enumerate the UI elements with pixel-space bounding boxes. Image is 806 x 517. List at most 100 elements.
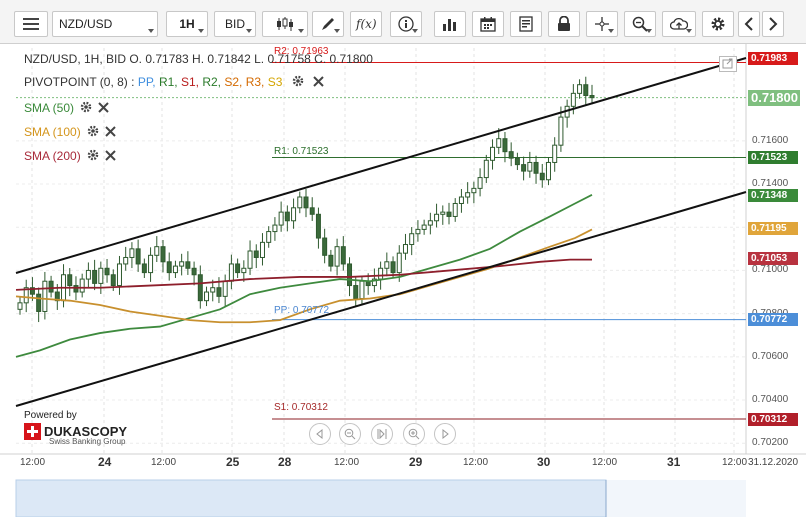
candle-body (36, 293, 42, 312)
symbol-selector[interactable]: NZD/USD (52, 11, 158, 37)
candle-body (54, 291, 60, 302)
candle-body (496, 138, 502, 148)
brand-name: DUKASCOPY (44, 424, 128, 439)
zoom-in-button[interactable] (403, 423, 425, 445)
candle-body (502, 138, 508, 153)
upload-button[interactable] (662, 11, 696, 37)
candle-body (589, 95, 595, 99)
sma-label: SMA (100) (24, 125, 81, 139)
lock-icon (558, 16, 570, 31)
lock-button[interactable] (548, 11, 580, 37)
report-icon (519, 16, 533, 32)
chevron-down-icon (686, 29, 692, 33)
timeframe-selector[interactable]: 1H (166, 11, 208, 37)
candle-body (235, 263, 241, 274)
chevron-down-icon (246, 29, 252, 33)
reset-zoom-button[interactable] (371, 423, 393, 445)
s1-label: S1: 0.70312 (274, 402, 328, 413)
popout-button[interactable] (719, 56, 737, 72)
candle-body (197, 274, 203, 302)
scroll-back-button[interactable] (309, 423, 331, 445)
zoom-in-icon (408, 428, 420, 440)
pivot-level-label: R1, (158, 75, 181, 89)
x-tick-label: 31 (667, 455, 681, 469)
candle-body (297, 196, 303, 209)
calendar-button[interactable] (472, 11, 504, 37)
info-button[interactable] (390, 11, 422, 37)
pivot-level-label: S2, (224, 75, 246, 89)
candle-body (315, 213, 321, 239)
settings-button[interactable] (702, 11, 734, 37)
candle-body (558, 116, 564, 146)
x-tick-label: 31.12.2020 (748, 457, 799, 468)
x-tick-label: 12:00 (334, 457, 360, 468)
chevron-down-icon (646, 29, 652, 33)
scroll-forward-button[interactable] (434, 423, 456, 445)
timeframe-label: 1H (179, 17, 195, 31)
candle-body (129, 248, 135, 258)
settings-icon[interactable] (80, 101, 92, 116)
report-button[interactable] (510, 11, 542, 37)
chevron-down-icon (608, 29, 614, 33)
close-icon[interactable] (313, 76, 324, 90)
candle-body (334, 246, 340, 267)
candle-body (79, 278, 85, 293)
price-side-selector[interactable]: BID (214, 11, 256, 37)
sma-legend-row: SMA (100) (24, 125, 116, 140)
candle-body (241, 267, 247, 274)
candle-body (67, 274, 73, 287)
candle-body (340, 246, 346, 265)
dukascopy-logo[interactable]: DUKASCOPY (24, 423, 127, 440)
chart-type-button[interactable] (262, 11, 308, 37)
candle-body (272, 224, 278, 233)
close-icon[interactable] (104, 150, 116, 164)
pivot-legend: PIVOTPOINT (0, 8) : PP, R1, S1, R2, S2, … (24, 75, 324, 90)
x-tick-label: 12:00 (151, 457, 177, 468)
candle-body (135, 248, 141, 265)
pivot-level-label: R2, (202, 75, 225, 89)
x-tick-label: 12:00 (592, 457, 618, 468)
candle-body (154, 246, 160, 256)
candle-body (110, 274, 116, 287)
price-tag: 0.71348 (748, 188, 798, 202)
x-tick-label: 24 (98, 455, 112, 469)
candle-body (458, 196, 464, 204)
candle-body (583, 84, 589, 97)
draw-pencil-icon (322, 18, 334, 30)
chevron-down-icon (148, 29, 154, 33)
candle-body (73, 285, 79, 293)
scroll-left-button[interactable] (738, 11, 760, 37)
y-tick-label: 0.70400 (752, 394, 789, 405)
settings-icon[interactable] (87, 149, 99, 164)
menu-button[interactable] (14, 11, 48, 37)
settings-icon[interactable] (87, 125, 99, 140)
chart-area[interactable]: NZD/USD, 1H, BID O. 0.71783 H. 0.71842 L… (0, 44, 806, 517)
zoom-out-icon (344, 428, 356, 440)
indicators-button[interactable]: f(x) (350, 11, 382, 37)
chevron-down-icon (198, 29, 204, 33)
close-icon[interactable] (98, 102, 109, 116)
candle-body (490, 146, 496, 161)
pp-label: PP: 0.70772 (274, 305, 330, 316)
chevron-down-icon (412, 29, 418, 33)
zoom-button[interactable] (624, 11, 656, 37)
sma-label: SMA (50) (24, 101, 75, 115)
candle-body (427, 220, 433, 226)
candle-body (259, 241, 265, 258)
candle-body (204, 291, 210, 302)
volume-button[interactable] (434, 11, 466, 37)
close-icon[interactable] (104, 126, 116, 140)
settings-icon[interactable] (292, 75, 304, 90)
price-chart[interactable] (0, 44, 806, 517)
price-tag: 0.71053 (748, 252, 798, 266)
price-tag: 0.71195 (748, 221, 798, 235)
candle-body (278, 211, 284, 226)
candle-body (160, 246, 166, 263)
crosshair-button[interactable] (586, 11, 618, 37)
candle-body (483, 159, 489, 179)
zoom-out-button[interactable] (339, 423, 361, 445)
draw-button[interactable] (312, 11, 344, 37)
candle-body (440, 211, 446, 215)
candle-body (48, 280, 54, 293)
scroll-right-button[interactable] (762, 11, 784, 37)
